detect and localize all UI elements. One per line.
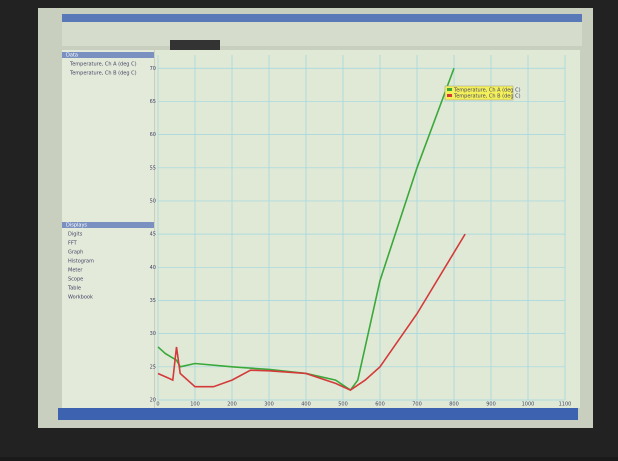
display-item: Table <box>67 286 81 292</box>
y-tick-label: 70 <box>150 66 156 72</box>
display-item: FFT <box>68 241 78 247</box>
plot-area <box>155 50 580 408</box>
x-tick-label: 600 <box>375 402 385 408</box>
toolbar <box>62 22 582 46</box>
y-tick-label: 60 <box>150 132 156 138</box>
display-item: Meter <box>68 268 83 274</box>
x-tick-label: 0 <box>156 402 159 408</box>
x-tick-label: 800 <box>449 402 459 408</box>
x-tick-label: 100 <box>190 402 200 408</box>
y-tick-label: 35 <box>150 298 156 304</box>
y-tick-label: 20 <box>150 398 156 404</box>
display-item: Histogram <box>68 259 94 265</box>
legend-swatch <box>447 88 452 91</box>
digits-box <box>170 40 220 50</box>
x-tick-label: 700 <box>412 402 422 408</box>
x-tick-label: 500 <box>338 402 348 408</box>
legend-swatch <box>447 94 452 97</box>
y-tick-label: 55 <box>150 165 156 171</box>
display-item: Workbook <box>68 295 93 301</box>
title-bar <box>62 14 582 22</box>
y-tick-label: 65 <box>150 99 156 105</box>
legend-label: Temperature, Ch B (deg C) <box>453 94 521 100</box>
display-item: Digits <box>68 232 83 238</box>
y-tick-label: 50 <box>150 198 156 204</box>
y-tick-label: 25 <box>150 364 156 370</box>
taskbar <box>58 408 578 420</box>
x-tick-label: 400 <box>301 402 311 408</box>
display-item: Scope <box>68 277 83 283</box>
x-tick-label: 300 <box>264 402 274 408</box>
x-tick-label: 200 <box>227 402 237 408</box>
panel-title: Data <box>66 53 78 59</box>
x-tick-label: 1000 <box>522 402 535 408</box>
data-item: Temperature, Ch A (deg C) <box>69 62 137 68</box>
data-item: Temperature, Ch B (deg C) <box>69 71 137 77</box>
display-item: Graph <box>68 250 83 256</box>
screen-photo: Data Displays Temperature, Ch A (deg C) T… <box>0 0 618 457</box>
side-panel <box>62 50 154 410</box>
panel-title: Displays <box>66 223 87 229</box>
x-tick-label: 1100 <box>559 402 572 408</box>
x-tick-label: 900 <box>486 402 496 408</box>
y-tick-label: 45 <box>150 232 156 238</box>
y-tick-label: 30 <box>150 331 156 337</box>
y-tick-label: 40 <box>150 265 156 271</box>
